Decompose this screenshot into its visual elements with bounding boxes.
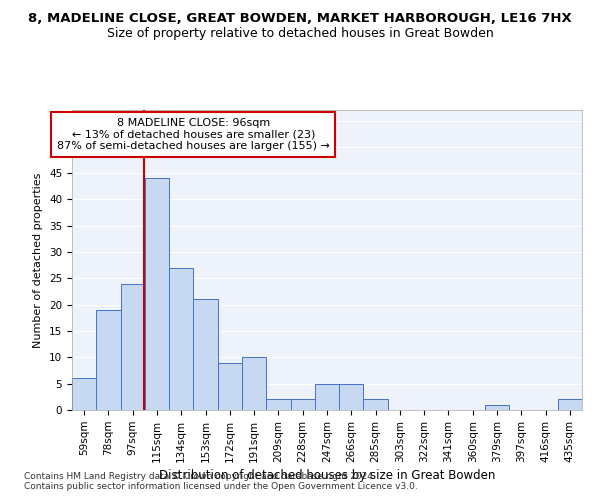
Bar <box>242 358 266 410</box>
Text: Contains public sector information licensed under the Open Government Licence v3: Contains public sector information licen… <box>24 482 418 491</box>
Text: 8 MADELINE CLOSE: 96sqm
← 13% of detached houses are smaller (23)
87% of semi-de: 8 MADELINE CLOSE: 96sqm ← 13% of detache… <box>57 118 330 151</box>
Bar <box>485 404 509 410</box>
Bar <box>339 384 364 410</box>
Bar <box>315 384 339 410</box>
Bar <box>72 378 96 410</box>
Text: Size of property relative to detached houses in Great Bowden: Size of property relative to detached ho… <box>107 28 493 40</box>
Y-axis label: Number of detached properties: Number of detached properties <box>34 172 43 348</box>
Bar <box>218 362 242 410</box>
Text: Contains HM Land Registry data © Crown copyright and database right 2024.: Contains HM Land Registry data © Crown c… <box>24 472 376 481</box>
Bar <box>145 178 169 410</box>
Bar <box>121 284 145 410</box>
Text: 8, MADELINE CLOSE, GREAT BOWDEN, MARKET HARBOROUGH, LE16 7HX: 8, MADELINE CLOSE, GREAT BOWDEN, MARKET … <box>28 12 572 26</box>
Bar <box>364 400 388 410</box>
Bar <box>169 268 193 410</box>
Bar <box>193 300 218 410</box>
Bar <box>96 310 121 410</box>
X-axis label: Distribution of detached houses by size in Great Bowden: Distribution of detached houses by size … <box>159 469 495 482</box>
Bar <box>266 400 290 410</box>
Bar <box>558 400 582 410</box>
Bar <box>290 400 315 410</box>
